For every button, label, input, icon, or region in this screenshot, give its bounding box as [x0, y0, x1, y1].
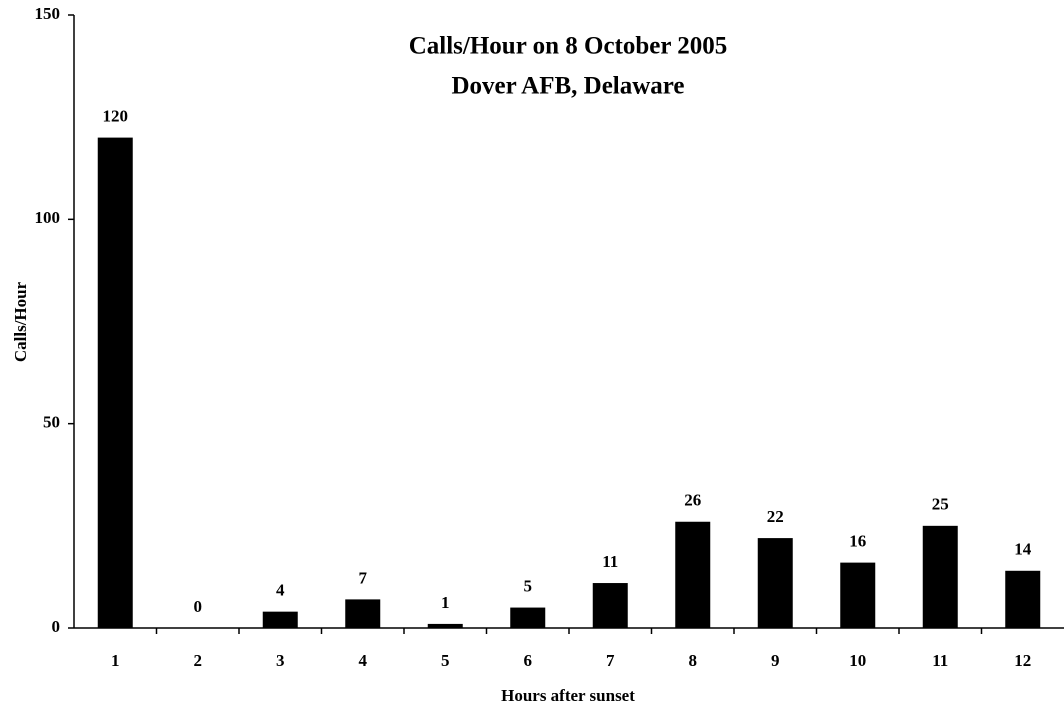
data-label: 7 — [359, 568, 368, 587]
data-label: 26 — [684, 491, 701, 510]
bar — [922, 525, 958, 628]
x-tick-label: 4 — [359, 651, 368, 670]
data-label: 1 — [441, 593, 450, 612]
y-tick-label: 150 — [35, 4, 61, 23]
x-tick-label: 2 — [194, 651, 203, 670]
bar — [427, 623, 463, 628]
data-label: 22 — [767, 507, 784, 526]
data-label: 25 — [932, 495, 949, 514]
x-tick-label: 8 — [689, 651, 698, 670]
bar — [510, 607, 546, 628]
y-tick-label: 0 — [52, 617, 61, 636]
x-tick-label: 11 — [932, 651, 948, 670]
data-label: 11 — [602, 552, 618, 571]
bar — [757, 538, 793, 628]
chart-subtitle: Dover AFB, Delaware — [451, 73, 684, 100]
x-axis-label: Hours after sunset — [501, 686, 635, 705]
x-tick-label: 7 — [606, 651, 615, 670]
data-label: 16 — [849, 532, 866, 551]
bar — [345, 599, 381, 628]
y-tick-label: 100 — [35, 208, 61, 227]
chart-title: Calls/Hour on 8 October 2005 — [409, 33, 728, 60]
bar — [1005, 570, 1041, 628]
x-tick-label: 5 — [441, 651, 450, 670]
x-tick-label: 9 — [771, 651, 780, 670]
bar — [840, 562, 876, 628]
x-tick-label: 3 — [276, 651, 285, 670]
x-tick-label: 1 — [111, 651, 120, 670]
bar — [97, 137, 133, 628]
bar — [675, 521, 711, 628]
bar — [592, 583, 628, 628]
x-tick-label: 12 — [1014, 651, 1031, 670]
y-axis-label: Calls/Hour — [11, 281, 30, 362]
data-label: 0 — [194, 597, 203, 616]
data-label: 120 — [103, 107, 129, 126]
data-label: 5 — [524, 576, 533, 595]
bar — [262, 611, 298, 628]
y-tick-label: 50 — [43, 413, 60, 432]
x-tick-label: 6 — [524, 651, 533, 670]
x-tick-label: 10 — [849, 651, 866, 670]
data-label: 14 — [1014, 540, 1032, 559]
data-label: 4 — [276, 581, 285, 600]
